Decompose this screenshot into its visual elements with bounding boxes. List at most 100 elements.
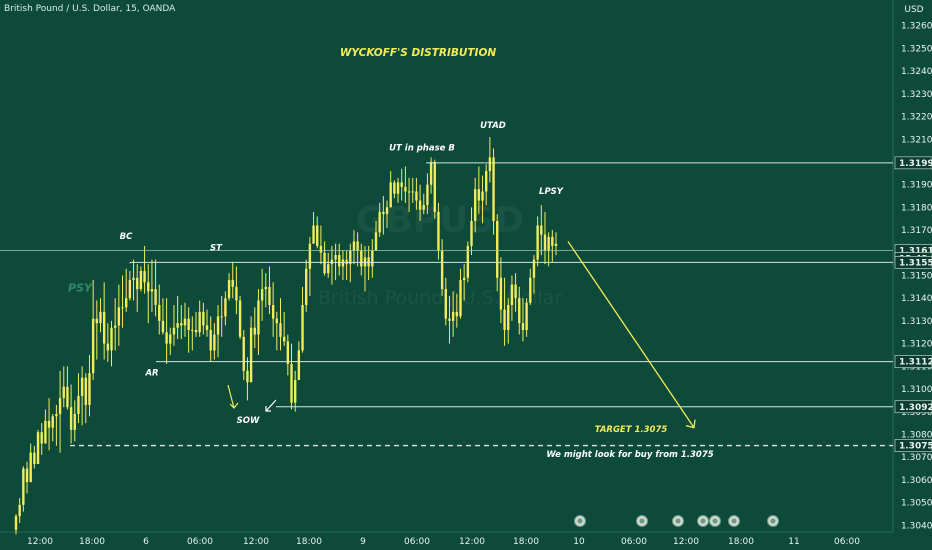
candle-body xyxy=(470,221,473,246)
candle-body xyxy=(169,334,172,344)
candle-body xyxy=(47,420,51,428)
x-tick-label: 06:00 xyxy=(404,537,430,547)
x-tick-label: 06:00 xyxy=(187,537,213,547)
candle-body xyxy=(411,191,414,193)
candle-body xyxy=(455,311,459,317)
candle-body xyxy=(40,432,43,444)
x-tick-label: 10 xyxy=(573,537,585,547)
y-tick-label: 1.30800 xyxy=(901,430,932,440)
candle-body xyxy=(400,182,403,187)
candle-body xyxy=(540,225,543,235)
price-tag-box xyxy=(894,400,932,414)
y-tick-label: 1.31200 xyxy=(901,340,932,350)
candle-body xyxy=(451,311,455,321)
candle-body xyxy=(132,277,135,281)
x-tick-label: 18:00 xyxy=(296,537,322,547)
y-tick-label: 1.30700 xyxy=(901,453,932,463)
candle-body xyxy=(404,186,407,192)
event-icon-dot xyxy=(577,518,583,524)
annotation-label: ST xyxy=(210,244,223,254)
annotation-label: TARGET 1.3075 xyxy=(595,425,668,435)
candle-body xyxy=(84,377,87,405)
price-tag-label: 1.30922 xyxy=(899,403,932,413)
chart-title: WYCKOFF'S DISTRIBUTION xyxy=(340,47,497,59)
candle-body xyxy=(125,298,128,308)
candle-body xyxy=(238,300,242,337)
candle-body xyxy=(349,250,352,265)
candle-body xyxy=(514,284,517,299)
candle-body xyxy=(209,330,212,351)
y-tick-label: 1.32200 xyxy=(901,113,932,123)
candle-body xyxy=(69,407,73,430)
candle-body xyxy=(143,270,146,283)
candle-body xyxy=(257,300,260,335)
price-tag-label: 1.31610 xyxy=(899,247,932,257)
currency-label: USD xyxy=(904,5,923,15)
candle-body xyxy=(220,316,223,318)
x-tick-label: 18:00 xyxy=(79,537,105,547)
candle-body xyxy=(158,305,161,321)
candle-body xyxy=(165,332,168,344)
candle-body xyxy=(360,250,363,267)
candle-body xyxy=(260,289,264,301)
y-tick-label: 1.31800 xyxy=(901,203,932,213)
candle-body xyxy=(139,270,143,290)
y-tick-label: 1.32600 xyxy=(901,22,932,32)
candle-body xyxy=(444,289,447,319)
annotation-label: PSY xyxy=(68,281,93,294)
candle-body xyxy=(117,307,121,326)
candle-body xyxy=(433,161,436,212)
y-tick-label: 1.31000 xyxy=(901,385,932,395)
candle-body xyxy=(293,379,297,403)
candle-body xyxy=(510,284,514,306)
candle-body xyxy=(202,311,205,326)
y-tick-label: 1.31300 xyxy=(901,317,932,327)
candle-body xyxy=(532,259,536,278)
candle-body xyxy=(440,250,444,290)
candle-body xyxy=(543,234,547,251)
candle-body xyxy=(503,309,506,330)
candle-body xyxy=(462,277,466,281)
candle-body xyxy=(312,225,315,244)
candle-body xyxy=(77,395,80,415)
y-tick-label: 1.30500 xyxy=(901,499,932,509)
candle-body xyxy=(246,370,249,383)
candle-body xyxy=(136,277,139,290)
arrow-down-icon xyxy=(227,384,239,409)
candle-body xyxy=(407,191,411,193)
annotation-label: AR xyxy=(144,368,158,378)
candle-body xyxy=(264,286,267,290)
candle-body xyxy=(286,341,290,365)
candle-body xyxy=(341,259,345,267)
price-tag-box xyxy=(894,156,932,170)
candle-body xyxy=(488,157,492,172)
candle-body xyxy=(378,211,381,233)
y-tick-label: 1.30600 xyxy=(901,476,932,486)
candle-body xyxy=(99,311,102,324)
candle-body xyxy=(66,386,69,408)
price-tag-box xyxy=(894,256,932,269)
candle-body xyxy=(529,277,532,303)
y-tick-label: 1.32300 xyxy=(901,90,932,100)
candle-body xyxy=(393,182,396,194)
candle-body xyxy=(58,398,62,415)
candle-body xyxy=(492,157,495,221)
candle-body xyxy=(242,336,245,371)
candle-body xyxy=(194,330,198,333)
candle-body xyxy=(389,182,392,208)
candle-body xyxy=(525,302,528,330)
candle-body xyxy=(51,416,54,428)
candle-body xyxy=(551,236,554,246)
event-icon-dot xyxy=(731,518,737,524)
candle-body xyxy=(448,318,451,321)
candle-body xyxy=(418,200,422,210)
candle-body xyxy=(338,255,341,267)
y-tick-label: 1.32100 xyxy=(901,135,932,145)
candle-body xyxy=(150,289,154,292)
x-tick-label: 12:00 xyxy=(459,537,485,547)
candle-body xyxy=(18,504,21,517)
candle-body xyxy=(62,386,65,399)
symbol-header: British Pound / U.S. Dollar, 15, OANDA xyxy=(4,4,176,14)
